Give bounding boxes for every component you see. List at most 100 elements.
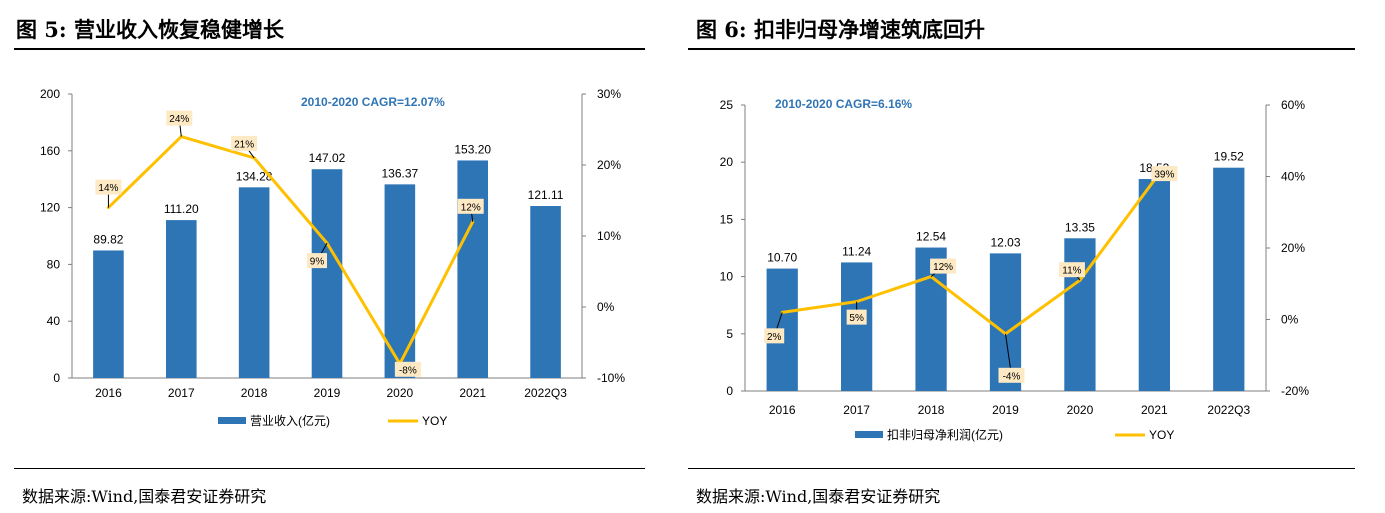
yoy-label-bg — [846, 309, 867, 325]
source-rule — [688, 468, 1355, 469]
yoy-label: 12% — [933, 262, 953, 273]
left-tick-label: 40 — [47, 314, 61, 328]
x-tick-label: 2016 — [769, 403, 796, 417]
figure-title: 图 6: 扣非归母净增速筑底回升 — [696, 17, 985, 42]
yoy-label: 5% — [849, 313, 864, 324]
bar-value-label: 12.03 — [990, 235, 1020, 249]
left-tick-label: 0 — [726, 384, 733, 398]
bar-value-label: 13.35 — [1065, 220, 1095, 234]
bar — [1213, 167, 1245, 391]
figure-6-panel: 图 6: 扣非归母净增速筑底回升 25 20 15 10 5 0 60% 40% 20% 0% -2… — [688, 0, 1385, 513]
bar-value-label: 134.28 — [236, 169, 273, 183]
yoy-label: 21% — [234, 139, 254, 150]
bar — [93, 250, 124, 378]
yoy-label: 2% — [767, 332, 782, 343]
yoy-label-bg — [1058, 262, 1085, 278]
yoy-label-bg — [166, 110, 193, 126]
legend-bar-label: 扣非归母净利润(亿元) — [887, 427, 1003, 442]
right-tick-label: -20% — [1281, 384, 1309, 398]
x-tick-label: 2017 — [168, 386, 195, 400]
yoy-label: 11% — [1062, 266, 1081, 277]
bar — [1064, 238, 1096, 391]
yoy-label-bg — [307, 253, 327, 269]
bar-value-label: 11.24 — [842, 244, 871, 258]
right-tick-label: 20% — [597, 158, 621, 172]
bar — [165, 220, 197, 378]
yoy-label-bg — [95, 179, 122, 195]
bar-value-label: 19.52 — [1214, 150, 1244, 164]
legend-bar-label: 营业收入(亿元) — [250, 413, 330, 428]
bar-value-label: 136.37 — [382, 166, 419, 180]
x-tick-label: 2022Q3 — [1207, 403, 1250, 417]
yoy-label: 14% — [98, 183, 118, 194]
x-tick-label: 2020 — [1067, 403, 1094, 417]
x-tick-label: 2018 — [918, 403, 945, 417]
data-source: 数据来源:Wind,国泰君安证券研究 — [22, 487, 267, 506]
left-tick-label: 200 — [40, 87, 60, 101]
right-tick-label: 0% — [597, 300, 615, 314]
x-tick-label: 2021 — [1141, 403, 1168, 417]
right-tick-label: -10% — [597, 371, 625, 385]
bar-value-label: 12.54 — [916, 230, 946, 244]
x-tick-label: 2019 — [992, 403, 1019, 417]
cagr-annotation: 2010-2020 CAGR=6.16% — [775, 97, 912, 111]
figure-5-panel: 图 5: 营业收入恢复稳健增长 200 160 120 80 40 0 30% 20% 10% 0… — [0, 0, 650, 513]
legend-bar-swatch — [218, 417, 246, 424]
left-tick-label: 15 — [720, 212, 734, 226]
bar — [1138, 179, 1170, 391]
x-tick-label: 2017 — [843, 403, 870, 417]
bar-value-label: 147.02 — [309, 151, 346, 165]
x-tick-label: 2022Q3 — [524, 386, 567, 400]
x-tick-label: 2016 — [95, 386, 122, 400]
bar — [238, 187, 270, 378]
legend-line-label: YOY — [422, 414, 447, 428]
bar-value-label: 10.70 — [767, 251, 797, 265]
yoy-label-bg — [998, 367, 1025, 383]
legend-line-label: YOY — [1149, 428, 1174, 442]
x-tick-label: 2019 — [314, 386, 341, 400]
yoy-label-bg — [457, 198, 484, 214]
yoy-line — [107, 135, 475, 366]
revenue-chart: 200 160 120 80 40 0 30% 20% 10% 0% -10% 89.82 111.20… — [40, 87, 625, 428]
yoy-label: -8% — [399, 365, 417, 376]
left-tick-label: 20 — [720, 155, 734, 169]
bar — [311, 169, 343, 378]
yoy-label-bg — [231, 135, 258, 151]
bar-value-label: 89.82 — [93, 232, 123, 246]
yoy-label: 9% — [310, 257, 325, 268]
cagr-annotation: 2010-2020 CAGR=12.07% — [301, 95, 445, 109]
title-rule — [688, 48, 1355, 50]
right-tick-label: 40% — [1281, 170, 1305, 184]
bar-value-label: 111.20 — [164, 202, 199, 216]
yoy-label: 12% — [461, 202, 481, 213]
bar-value-label: 121.11 — [528, 188, 564, 202]
left-tick-label: 25 — [720, 98, 734, 112]
net-profit-chart: 25 20 15 10 5 0 60% 40% 20% 0% -20% 10.70 11.24 12.54… — [720, 97, 1310, 442]
x-tick-label: 2018 — [241, 386, 268, 400]
yoy-label: -4% — [1003, 371, 1021, 382]
yoy-line — [782, 179, 1156, 336]
right-tick-label: 60% — [1281, 98, 1305, 112]
yoy-label-bg — [1151, 166, 1178, 182]
left-tick-label: 160 — [40, 144, 60, 158]
yoy-label: 24% — [169, 114, 189, 125]
yoy-label-bg — [764, 328, 785, 344]
right-tick-label: 30% — [597, 87, 621, 101]
legend-bar-swatch — [855, 431, 883, 438]
x-tick-label: 2020 — [387, 386, 414, 400]
right-tick-label: 20% — [1281, 241, 1305, 255]
bar-value-label: 153.20 — [454, 142, 491, 156]
figure-title: 图 5: 营业收入恢复稳健增长 — [16, 17, 284, 42]
bar — [841, 262, 873, 391]
x-tick-label: 2021 — [459, 386, 486, 400]
left-tick-label: 10 — [720, 270, 734, 284]
source-rule — [14, 468, 645, 469]
left-tick-label: 80 — [47, 257, 61, 271]
yoy-label: 39% — [1154, 170, 1174, 181]
yoy-label-bg — [930, 258, 957, 274]
yoy-label-bg — [394, 361, 421, 377]
bar — [530, 206, 561, 378]
right-tick-label: 0% — [1281, 313, 1299, 327]
left-tick-label: 5 — [726, 327, 733, 341]
data-source: 数据来源:Wind,国泰君安证券研究 — [696, 487, 941, 506]
